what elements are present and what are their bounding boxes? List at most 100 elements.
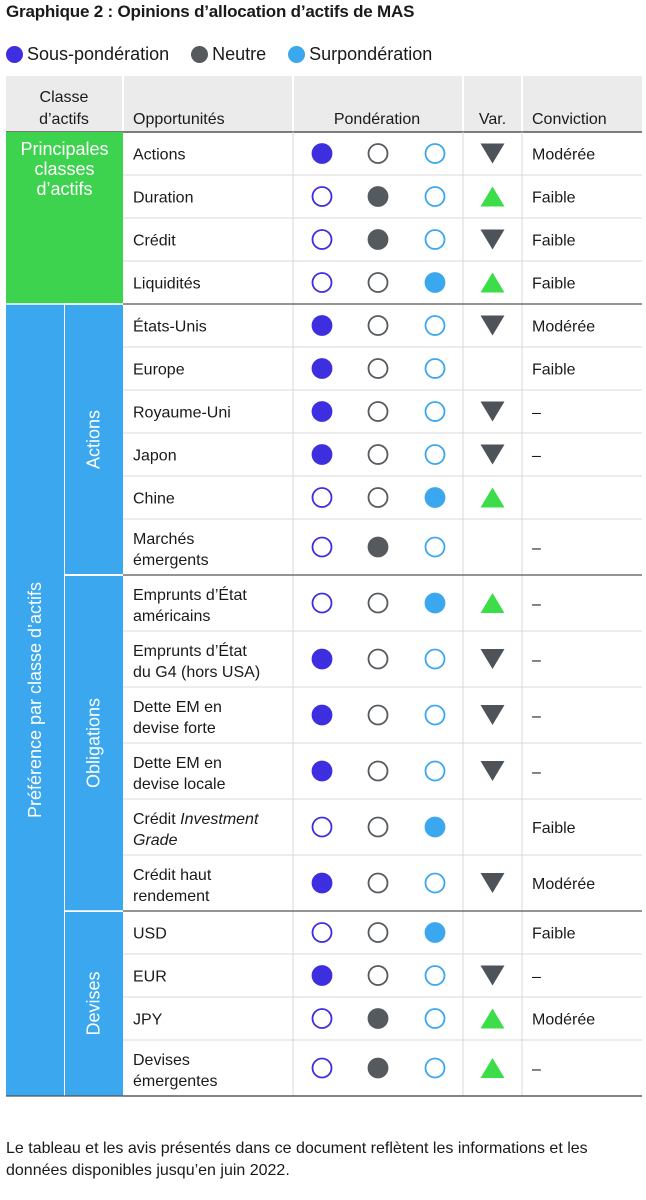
var-down-triangle bbox=[480, 143, 505, 164]
header-opportunites: Opportunités bbox=[133, 111, 225, 128]
header-conviction: Conviction bbox=[532, 111, 607, 128]
weight-circle-neutral-selected bbox=[367, 229, 389, 250]
header-ponderation: Pondération bbox=[334, 111, 420, 128]
weight-circle-over bbox=[424, 186, 446, 207]
legend-item-neutral: Neutre bbox=[191, 44, 266, 65]
weight-circle-under bbox=[311, 487, 333, 508]
band-sub-label: Actions bbox=[84, 410, 104, 469]
opportunity-label: Liquidités bbox=[133, 276, 201, 293]
weight-circle-neutral-selected bbox=[367, 1008, 389, 1029]
weight-circle-under bbox=[311, 229, 333, 250]
conviction-label: Faible bbox=[532, 276, 576, 293]
weight-circle-neutral bbox=[367, 272, 389, 293]
weight-circle-over-selected bbox=[424, 272, 446, 293]
weight-circle-over bbox=[424, 358, 446, 379]
header-classe-line2: d’actifs bbox=[39, 111, 89, 128]
conviction-label: Modérée bbox=[532, 147, 595, 164]
conviction-label: – bbox=[532, 652, 541, 669]
conviction-label: Faible bbox=[532, 926, 576, 943]
conviction-label: Modérée bbox=[532, 876, 595, 893]
weight-circle-neutral bbox=[367, 401, 389, 422]
var-up-triangle bbox=[480, 487, 505, 508]
band-sub-devises bbox=[65, 912, 123, 1096]
weight-circle-neutral bbox=[367, 487, 389, 508]
band-pref bbox=[6, 304, 64, 1096]
weight-circle-under-selected bbox=[311, 315, 333, 336]
var-down-triangle bbox=[480, 315, 505, 336]
chart-title: Graphique 2 : Opinions d’allocation d’ac… bbox=[6, 2, 415, 21]
opportunity-label-line1: Emprunts d’État bbox=[133, 585, 247, 604]
var-down-triangle bbox=[480, 649, 505, 669]
weight-circle-over bbox=[424, 965, 446, 986]
weight-circle-under bbox=[311, 1008, 333, 1029]
conviction-label: – bbox=[532, 405, 541, 422]
conviction-label: Faible bbox=[532, 233, 576, 250]
conviction-label: – bbox=[532, 540, 541, 557]
conviction-label: Faible bbox=[532, 190, 576, 207]
weight-circle-over-selected bbox=[424, 487, 446, 508]
opportunity-label: Royaume-Uni bbox=[133, 405, 231, 422]
band-sub-label: Obligations bbox=[84, 698, 104, 788]
opportunity-label-line2: émergents bbox=[133, 552, 209, 569]
band-sub-actions bbox=[65, 304, 123, 574]
opportunity-label-line1: Dette EM en bbox=[133, 755, 222, 772]
var-up-triangle bbox=[480, 272, 505, 293]
weight-circle-under bbox=[311, 536, 333, 558]
weight-circle-under bbox=[311, 922, 333, 943]
conviction-label: – bbox=[532, 969, 541, 986]
opportunity-label-line2: américains bbox=[133, 608, 210, 625]
footnote: Le tableau et les avis présentés dans ce… bbox=[6, 1140, 588, 1179]
weight-circle-neutral-selected bbox=[367, 186, 389, 207]
var-down-triangle bbox=[480, 444, 505, 465]
weight-circle-under bbox=[311, 816, 333, 838]
opportunity-label-line2: du G4 (hors USA) bbox=[133, 664, 260, 681]
opportunity-label-line2: devise locale bbox=[133, 776, 226, 793]
band-sub-obligations bbox=[65, 576, 123, 911]
opportunity-label-line1: Marchés bbox=[133, 531, 194, 548]
opportunity-label-line2: Grade bbox=[133, 832, 178, 849]
var-down-triangle bbox=[480, 401, 505, 422]
var-up-triangle bbox=[480, 593, 505, 613]
weight-circle-neutral bbox=[367, 872, 389, 894]
header-background bbox=[6, 76, 642, 132]
opportunity-span-italic: Investment bbox=[180, 811, 259, 828]
weight-circle-over bbox=[424, 1008, 446, 1029]
weight-circle-neutral bbox=[367, 965, 389, 986]
band-sub-label: Devises bbox=[84, 971, 104, 1035]
legend-label-under: Sous-pondération bbox=[27, 44, 170, 64]
var-up-triangle bbox=[480, 1008, 505, 1029]
legend-dot-under bbox=[6, 46, 23, 63]
weight-circle-over bbox=[424, 760, 446, 782]
legend-item-over: Surpondération bbox=[288, 44, 432, 65]
opportunity-label: EUR bbox=[133, 969, 167, 986]
weight-circle-neutral bbox=[367, 358, 389, 379]
opportunity-label: Europe bbox=[133, 362, 185, 379]
opportunity-label: Duration bbox=[133, 190, 193, 207]
legend-dot-neutral bbox=[191, 46, 209, 63]
opportunity-label: JPY bbox=[133, 1012, 163, 1029]
conviction-label: – bbox=[532, 708, 541, 725]
weight-circle-over-selected bbox=[424, 922, 446, 943]
weight-circle-under-selected bbox=[311, 760, 333, 782]
opportunity-label: USD bbox=[133, 926, 167, 943]
opportunity-label-line1: Crédit Investment bbox=[133, 811, 259, 828]
weight-circle-over bbox=[424, 872, 446, 894]
weight-circle-under-selected bbox=[311, 872, 333, 894]
weight-circle-over bbox=[424, 648, 446, 670]
weight-circle-over bbox=[424, 1057, 446, 1079]
weight-circle-over-selected bbox=[424, 816, 446, 838]
opportunity-label-line2: émergentes bbox=[133, 1073, 218, 1090]
var-down-triangle bbox=[480, 705, 505, 725]
weight-circle-under-selected bbox=[311, 143, 333, 164]
band-main-label: d’actifs bbox=[36, 179, 92, 199]
weight-circle-under-selected bbox=[311, 704, 333, 726]
opportunity-label-line1: Dette EM en bbox=[133, 699, 222, 716]
weight-circle-neutral bbox=[367, 315, 389, 336]
weight-circle-over bbox=[424, 401, 446, 422]
weight-circle-neutral bbox=[367, 592, 389, 614]
conviction-label: – bbox=[532, 596, 541, 613]
legend-label-over: Surpondération bbox=[309, 44, 433, 64]
header-var: Var. bbox=[479, 111, 506, 128]
opportunity-label-line2: rendement bbox=[133, 888, 210, 905]
band-main-label: Principales bbox=[20, 139, 108, 159]
